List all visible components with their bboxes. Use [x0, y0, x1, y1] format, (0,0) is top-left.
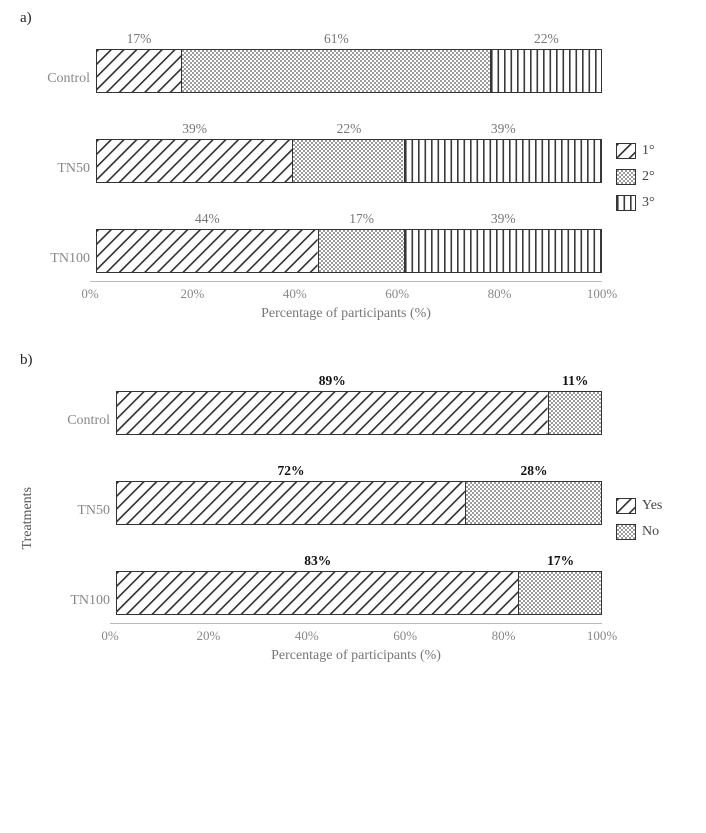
value-label: 17% [96, 31, 182, 49]
value-label: 39% [96, 121, 293, 139]
value-label: 89% [116, 373, 549, 391]
bar-segment [549, 391, 602, 435]
value-label: 11% [549, 373, 602, 391]
bar-segment [405, 139, 602, 183]
bar-segment [319, 229, 405, 273]
bar-segment [116, 571, 519, 615]
legend-label: 1° [642, 143, 655, 159]
category-label: Control [20, 31, 96, 93]
value-label: 17% [519, 553, 602, 571]
bar-segment [96, 139, 293, 183]
x-tick: 40% [283, 286, 307, 302]
bar-cell: 72% 28% [116, 463, 602, 525]
value-label: 39% [405, 121, 602, 139]
x-axis: 0% 20% 40% 60% 80% 100% [110, 623, 602, 646]
x-tick: 60% [393, 628, 417, 644]
panel-b-label: b) [20, 352, 686, 369]
y-axis-title: Treatments [20, 487, 36, 549]
value-label: 39% [405, 211, 602, 229]
x-axis-title: Percentage of participants (%) [90, 306, 602, 322]
bar-row: Control 17% 61% 22% [20, 31, 602, 93]
legend-item: 1° [616, 143, 686, 159]
value-label: 22% [293, 121, 404, 139]
panel-b-plot: Control 89% 11% TN50 72% [40, 373, 602, 664]
bar-row: TN100 44% 17% 39% [20, 211, 602, 273]
x-tick: 20% [180, 286, 204, 302]
x-tick: 100% [587, 286, 617, 302]
legend-label: 3° [642, 195, 655, 211]
stacked-bar [96, 139, 602, 183]
x-tick: 80% [488, 286, 512, 302]
x-tick: 20% [196, 628, 220, 644]
legend-item: 2° [616, 169, 686, 185]
stacked-bar [116, 391, 602, 435]
panel-a-chart: Control 17% 61% 22% TN50 [20, 31, 686, 322]
bar-cell: 89% 11% [116, 373, 602, 435]
stacked-bar [96, 49, 602, 93]
x-tick: 80% [492, 628, 516, 644]
legend-item: Yes [616, 498, 686, 514]
legend-item: 3° [616, 195, 686, 211]
value-label: 72% [116, 463, 466, 481]
panel-b-legend: Yes No [616, 488, 686, 550]
category-label: Control [40, 373, 116, 435]
x-tick: 100% [587, 628, 617, 644]
value-label: 22% [491, 31, 602, 49]
panel-a-label: a) [20, 10, 686, 27]
category-label: TN50 [20, 121, 96, 183]
bar-segment [405, 229, 602, 273]
panel-a: a) Control 17% 61% 22% [20, 10, 686, 322]
value-label: 83% [116, 553, 519, 571]
legend-label: No [642, 524, 659, 540]
bar-segment [519, 571, 602, 615]
bar-cell: 44% 17% 39% [96, 211, 602, 273]
bar-segment [96, 49, 182, 93]
panel-b-chart: Treatments Control 89% 11% TN50 [20, 373, 686, 664]
legend-label: Yes [642, 498, 662, 514]
legend-swatch-icon [616, 524, 636, 540]
bar-segment [182, 49, 491, 93]
category-label: TN100 [20, 211, 96, 273]
legend-item: No [616, 524, 686, 540]
panel-a-legend: 1° 2° 3° [616, 133, 686, 221]
value-label: 44% [96, 211, 319, 229]
stacked-bar [116, 571, 602, 615]
bar-row: TN50 72% 28% [40, 463, 602, 525]
x-tick: 40% [295, 628, 319, 644]
bar-segment [491, 49, 602, 93]
category-label: TN100 [40, 553, 116, 615]
x-axis-title: Percentage of participants (%) [110, 648, 602, 664]
bar-row: TN50 39% 22% 39% [20, 121, 602, 183]
bar-cell: 17% 61% 22% [96, 31, 602, 93]
x-tick: 0% [81, 286, 98, 302]
category-label: TN50 [40, 463, 116, 525]
bar-cell: 39% 22% 39% [96, 121, 602, 183]
legend-swatch-icon [616, 143, 636, 159]
value-label: 61% [182, 31, 491, 49]
panel-b: b) Treatments Control 89% 11% [20, 352, 686, 664]
bar-segment [116, 391, 549, 435]
x-axis: 0% 20% 40% 60% 80% 100% [90, 281, 602, 304]
x-tick: 0% [101, 628, 118, 644]
legend-swatch-icon [616, 195, 636, 211]
stacked-bar [96, 229, 602, 273]
bar-row: Control 89% 11% [40, 373, 602, 435]
panel-a-plot: Control 17% 61% 22% TN50 [20, 31, 602, 322]
bar-segment [466, 481, 602, 525]
bar-cell: 83% 17% [116, 553, 602, 615]
bar-row: TN100 83% 17% [40, 553, 602, 615]
bar-segment [116, 481, 466, 525]
legend-swatch-icon [616, 498, 636, 514]
value-label: 17% [319, 211, 405, 229]
legend-label: 2° [642, 169, 655, 185]
bar-segment [293, 139, 404, 183]
stacked-bar [116, 481, 602, 525]
legend-swatch-icon [616, 169, 636, 185]
x-tick: 60% [385, 286, 409, 302]
value-label: 28% [466, 463, 602, 481]
bar-segment [96, 229, 319, 273]
